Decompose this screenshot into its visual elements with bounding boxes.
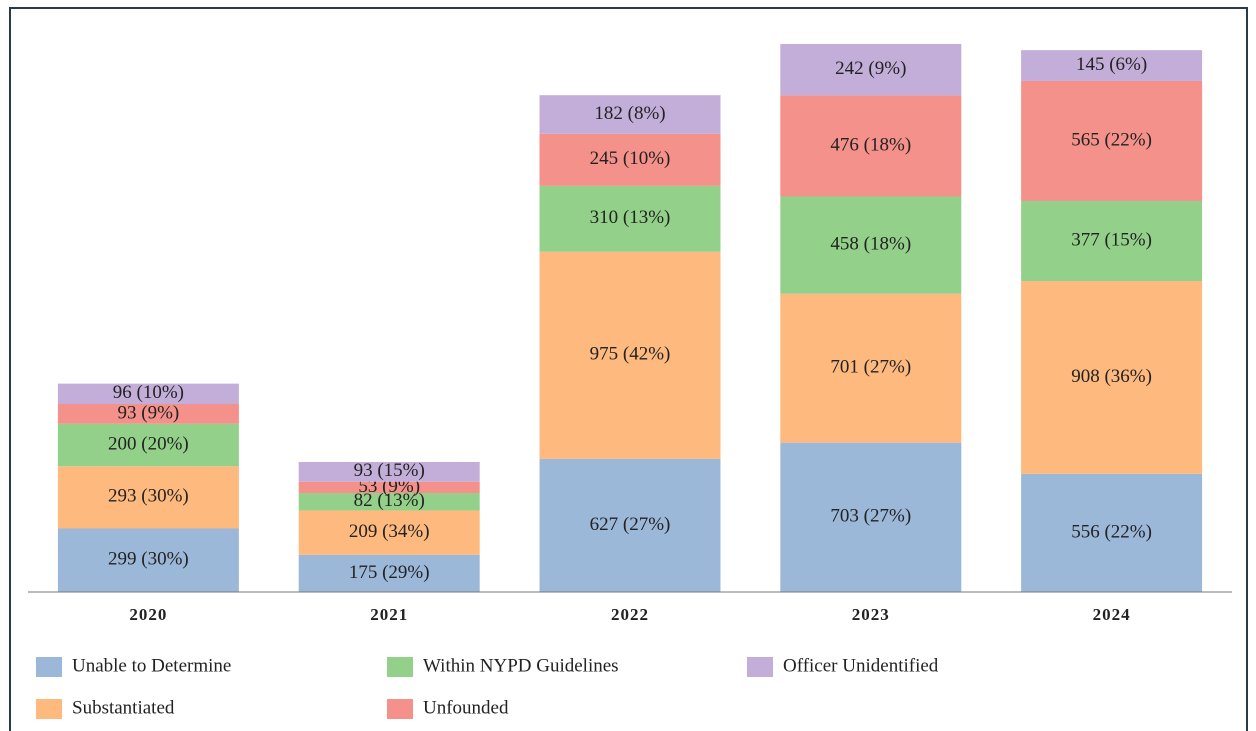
bar-segment bbox=[539, 185, 721, 252]
bar-segment bbox=[298, 554, 480, 592]
bar-segment bbox=[539, 95, 721, 134]
x-tick-label: 2023 bbox=[852, 605, 890, 624]
data-label: 556 (22%) bbox=[1071, 521, 1152, 542]
data-label: 242 (9%) bbox=[835, 58, 906, 79]
bar-segment bbox=[1021, 281, 1203, 474]
data-label: 310 (13%) bbox=[590, 207, 671, 228]
legend-label: Within NYPD Guidelines bbox=[423, 655, 619, 676]
bar-segment bbox=[1021, 50, 1203, 81]
data-label: 182 (8%) bbox=[594, 103, 665, 124]
data-label: 627 (27%) bbox=[590, 514, 671, 535]
legend-label: Substantiated bbox=[72, 697, 175, 718]
bar-segment bbox=[57, 528, 239, 592]
data-label: 458 (18%) bbox=[830, 234, 911, 255]
data-label: 377 (15%) bbox=[1071, 229, 1152, 250]
bar-segment bbox=[780, 95, 962, 197]
bar-segment bbox=[780, 293, 962, 443]
legend-label: Unfounded bbox=[423, 697, 509, 718]
bar-segment bbox=[298, 462, 480, 482]
bar-segment bbox=[298, 510, 480, 555]
legend-swatch bbox=[36, 657, 62, 677]
data-label: 96 (10%) bbox=[113, 382, 184, 403]
data-label: 145 (6%) bbox=[1076, 54, 1147, 75]
data-label: 701 (27%) bbox=[830, 357, 911, 378]
x-tick-label: 2021 bbox=[370, 605, 408, 624]
data-label: 209 (34%) bbox=[349, 521, 430, 542]
bar-segment bbox=[780, 442, 962, 592]
bar-segment bbox=[780, 196, 962, 294]
data-label: 703 (27%) bbox=[830, 506, 911, 527]
x-tick-label: 2020 bbox=[129, 605, 167, 624]
bar-segment bbox=[57, 404, 239, 424]
data-label: 975 (42%) bbox=[590, 344, 671, 365]
bar-segment bbox=[539, 458, 721, 592]
legend-label: Unable to Determine bbox=[72, 655, 231, 676]
data-label: 93 (9%) bbox=[118, 402, 180, 423]
legend-swatch bbox=[36, 699, 62, 719]
data-label: 476 (18%) bbox=[830, 134, 911, 155]
x-tick-label: 2022 bbox=[611, 605, 649, 624]
data-label: 175 (29%) bbox=[349, 562, 430, 583]
bar-segment bbox=[298, 493, 480, 511]
data-label: 200 (20%) bbox=[108, 433, 189, 454]
data-label: 299 (30%) bbox=[108, 549, 189, 570]
data-label: 293 (30%) bbox=[108, 486, 189, 507]
legend-swatch bbox=[387, 657, 413, 677]
legend-swatch bbox=[747, 657, 773, 677]
data-label: 82 (13%) bbox=[354, 490, 425, 511]
bar-segment bbox=[1021, 80, 1203, 201]
legend-label: Officer Unidentified bbox=[783, 655, 939, 676]
bar-segment bbox=[298, 481, 480, 494]
bar-segment bbox=[57, 466, 239, 529]
bar-segment bbox=[539, 133, 721, 186]
legend-swatch bbox=[387, 699, 413, 719]
frame bbox=[9, 7, 1248, 731]
bar-segment bbox=[539, 251, 721, 459]
bar-segment bbox=[57, 383, 239, 405]
data-label: 565 (22%) bbox=[1071, 129, 1152, 150]
data-label: 908 (36%) bbox=[1071, 366, 1152, 387]
data-label: 93 (15%) bbox=[354, 460, 425, 481]
x-tick-label: 2024 bbox=[1093, 605, 1131, 624]
data-label: 245 (10%) bbox=[590, 148, 671, 169]
bar-segment bbox=[1021, 200, 1203, 282]
bar-segment bbox=[1021, 473, 1203, 592]
bar-segment bbox=[780, 44, 962, 96]
bar-segment bbox=[57, 423, 239, 467]
